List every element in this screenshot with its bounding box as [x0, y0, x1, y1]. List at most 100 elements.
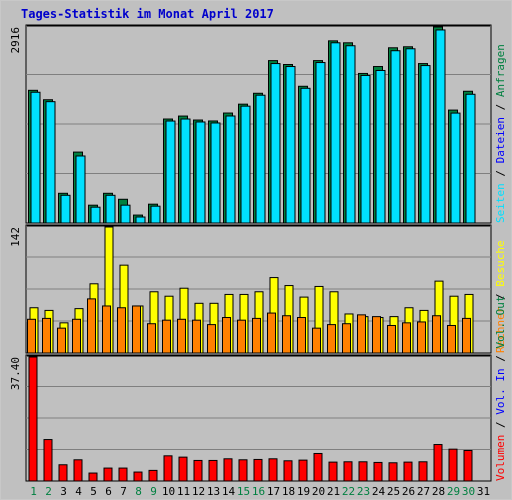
legend-separator: /	[494, 349, 507, 369]
x-tick-label: 17	[267, 485, 280, 498]
bar-rechner	[207, 324, 216, 354]
x-tick-label: 20	[312, 485, 325, 498]
bar-rechner	[117, 307, 126, 354]
bar-seiten	[135, 216, 146, 224]
bar-seiten	[105, 194, 116, 224]
legend-separator: /	[494, 287, 507, 307]
bar-volumen	[28, 356, 38, 482]
bar-seiten	[75, 155, 86, 224]
bar-rechner	[387, 324, 396, 354]
bar-seiten	[465, 93, 476, 224]
bar-rechner	[417, 321, 426, 354]
bar-rechner	[162, 319, 171, 354]
bar-volumen	[73, 459, 83, 482]
legend-top: Seiten / Dateien / Anfragen	[494, 44, 507, 223]
bar-rechner	[297, 317, 306, 354]
legend-entry: Anfragen	[494, 44, 507, 97]
bar-rechner	[102, 305, 111, 354]
bar-volumen	[358, 461, 368, 482]
bar-volumen	[463, 449, 473, 482]
bar-rechner	[57, 327, 66, 354]
bar-rechner	[252, 317, 261, 354]
bar-rechner	[327, 324, 336, 354]
bar-rechner	[402, 322, 411, 354]
bar-seiten	[255, 94, 266, 224]
bar-volumen	[328, 461, 338, 482]
bar-rechner	[357, 314, 366, 354]
x-tick-label: 18	[282, 485, 295, 498]
bar-seiten	[120, 204, 131, 224]
bar-seiten	[450, 112, 461, 224]
bar-rechner	[72, 318, 81, 354]
y-axis-max-label: 2916	[9, 27, 22, 54]
bar-volumen	[238, 459, 248, 482]
bar-volumen	[343, 461, 353, 482]
bar-seiten	[360, 74, 371, 224]
x-tick-label: 2	[45, 485, 52, 498]
legend-entry: Seiten	[494, 183, 507, 223]
legend-entry: Rechner	[494, 306, 507, 353]
bar-seiten	[60, 194, 71, 224]
x-tick-label: 4	[75, 485, 82, 498]
bar-volumen	[388, 462, 398, 482]
bar-rechner	[462, 317, 471, 354]
bar-rechner	[87, 298, 96, 354]
bar-rechner	[192, 319, 201, 354]
bar-seiten	[30, 91, 41, 224]
bar-volumen	[208, 459, 218, 482]
bar-rechner	[432, 315, 441, 354]
x-tick-label: 9	[150, 485, 157, 498]
bar-seiten	[420, 65, 431, 224]
bar-seiten	[390, 50, 401, 224]
bar-volumen	[178, 456, 188, 482]
chart-title: Tages-Statistik im Monat April 2017	[21, 7, 274, 21]
bar-rechner	[312, 327, 321, 354]
legend-separator: /	[494, 163, 507, 183]
x-tick-label: 27	[417, 485, 430, 498]
x-tick-label: 1	[30, 485, 37, 498]
bar-rechner	[222, 317, 231, 354]
bar-rechner	[372, 316, 381, 354]
y-axis-max-label: 37.40	[9, 357, 22, 390]
x-tick-label: 13	[207, 485, 220, 498]
bar-rechner	[27, 318, 36, 354]
legend-entry: Dateien	[494, 117, 507, 163]
x-tick-label: 31	[477, 485, 490, 498]
bar-volumen	[313, 452, 323, 482]
bar-seiten	[180, 118, 191, 224]
bar-seiten	[240, 105, 251, 224]
bar-volumen	[148, 469, 158, 482]
x-tick-label: 30	[462, 485, 475, 498]
bar-seiten	[45, 101, 56, 224]
legend-entry: Vol. Out	[494, 296, 507, 349]
legend-entry: Besuche	[494, 240, 507, 286]
bar-volumen	[118, 467, 128, 482]
bar-volumen	[298, 459, 308, 482]
bar-volumen	[283, 460, 293, 482]
bar-volumen	[193, 459, 203, 482]
bar-seiten	[90, 206, 101, 224]
bar-rechner	[42, 317, 51, 354]
y-axis-max-label: 142	[9, 227, 22, 247]
legend-entry: Vol. In	[494, 368, 507, 414]
bar-volumen	[448, 448, 458, 482]
bar-volumen	[253, 458, 263, 482]
bar-rechner	[147, 323, 156, 354]
x-tick-label: 3	[60, 485, 67, 498]
bar-volumen	[163, 455, 173, 482]
legend-middle: Rechner / Besuche	[494, 240, 507, 353]
bar-seiten	[165, 120, 176, 224]
bar-seiten	[345, 45, 356, 224]
x-tick-label: 15	[237, 485, 250, 498]
bar-rechner	[132, 305, 141, 354]
bar-volumen	[133, 471, 143, 482]
bar-rechner	[237, 319, 246, 354]
x-tick-label: 6	[105, 485, 112, 498]
x-tick-label: 5	[90, 485, 97, 498]
x-tick-label: 12	[192, 485, 205, 498]
bar-seiten	[195, 121, 206, 224]
legend-separator: /	[494, 97, 507, 117]
bar-seiten	[315, 62, 326, 224]
